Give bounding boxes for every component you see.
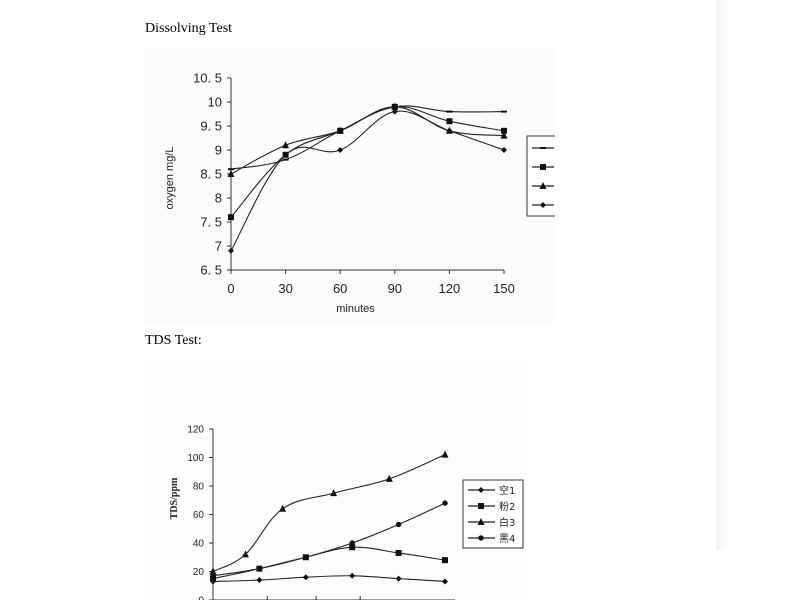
y-tick-label: 7. 5 <box>200 215 222 230</box>
data-point <box>210 575 216 582</box>
data-point <box>303 554 309 560</box>
data-point <box>209 567 217 575</box>
x-tick-label: 60 <box>333 281 347 296</box>
data-point <box>501 147 507 153</box>
data-point <box>337 147 344 153</box>
data-point <box>501 127 507 134</box>
data-point <box>241 550 249 558</box>
data-point <box>227 170 235 177</box>
data-point <box>349 572 356 579</box>
legend-box <box>526 135 555 217</box>
legend-label: 白3 <box>499 516 515 529</box>
y-axis-title: TDS/ppm <box>169 477 180 519</box>
legend-marker <box>478 487 484 493</box>
tds-test-figure: 0 20 40 60 80 100 120 TDS/ppm 空1 粉2 白3 黑4 <box>145 360 527 600</box>
series-line-1 <box>230 105 505 170</box>
x-tick-label: 120 <box>439 281 461 296</box>
data-point <box>500 131 508 139</box>
dissolving-test-chart: 6. 5 7 7. 5 8 8. 5 9 9. 5 10 10. 5 0 30 60 90 120 150 m… <box>164 71 555 315</box>
data-point <box>349 540 355 546</box>
x-tick-label: 0 <box>227 281 234 296</box>
legend-label: 空1 <box>499 484 515 497</box>
y-tick-label: 8. 5 <box>200 167 222 182</box>
data-point <box>391 102 399 110</box>
page-right-shade <box>716 0 800 550</box>
y-axis-title: oxygen mg/L <box>164 147 176 210</box>
data-point <box>441 450 449 458</box>
data-point <box>228 214 234 221</box>
x-tick-label: 30 <box>278 281 292 296</box>
y-tick-label: 9. 5 <box>200 119 222 134</box>
legend-marker <box>477 518 485 525</box>
data-point <box>442 500 448 506</box>
x-tick-label: 150 <box>493 281 515 296</box>
data-point <box>279 504 287 512</box>
y-tick-label: 8 <box>215 191 222 206</box>
legend-marker <box>478 535 484 541</box>
data-point <box>395 549 402 556</box>
data-point <box>385 474 393 482</box>
data-point <box>442 557 448 564</box>
legend-marker <box>478 503 484 509</box>
data-point <box>228 247 234 254</box>
data-point <box>302 574 309 581</box>
data-point <box>446 118 453 125</box>
y-tick-label: 7 <box>215 239 222 254</box>
dissolving-test-caption: Dissolving Test <box>145 21 233 36</box>
y-tick-label: 9 <box>215 143 222 158</box>
data-point <box>349 544 356 551</box>
legend-marker <box>540 202 546 208</box>
y-tick-label: 10. 5 <box>193 71 222 86</box>
y-tick-label: 100 <box>187 453 204 464</box>
legend-label: 粉2 <box>499 500 515 513</box>
legend-box <box>462 479 524 549</box>
y-tick-label: 0 <box>198 596 204 600</box>
y-tick-label: 120 <box>187 425 204 436</box>
y-tick-label: 60 <box>193 510 205 521</box>
data-point <box>256 565 263 572</box>
y-tick-label: 40 <box>193 539 205 550</box>
data-point <box>391 108 398 115</box>
data-point <box>282 141 290 149</box>
dissolving-test-figure: 6. 5 7 7. 5 8 8. 5 9 9. 5 10 10. 5 0 30 60 90 120 150 m… <box>145 48 555 324</box>
y-tick-label: 20 <box>193 567 205 578</box>
legend-label: 黑4 <box>499 533 515 545</box>
data-point <box>336 126 344 134</box>
data-point <box>330 489 338 497</box>
legend-marker <box>540 164 546 170</box>
series-line-3 <box>212 454 446 572</box>
series-line-1 <box>212 575 446 583</box>
data-point <box>282 151 289 158</box>
y-tick-label: 80 <box>193 482 205 493</box>
data-point <box>210 573 216 579</box>
x-tick-label: 90 <box>388 281 402 296</box>
data-point <box>446 127 453 134</box>
y-tick-label: 10 <box>208 95 222 110</box>
legend-marker <box>539 182 547 189</box>
tds-test-chart: 0 20 40 60 80 100 120 TDS/ppm 空1 粉2 白3 黑4 <box>169 425 524 600</box>
y-tick-label: 6. 5 <box>200 263 222 278</box>
data-point <box>256 577 263 584</box>
series-line-2 <box>230 106 505 218</box>
data-point <box>395 521 402 528</box>
tds-test-caption: TDS Test: <box>145 333 202 348</box>
series-line-4 <box>212 502 446 577</box>
x-axis-title: minutes <box>336 303 375 315</box>
data-point <box>395 575 402 582</box>
series-line-4 <box>230 110 505 252</box>
data-point <box>442 578 448 585</box>
